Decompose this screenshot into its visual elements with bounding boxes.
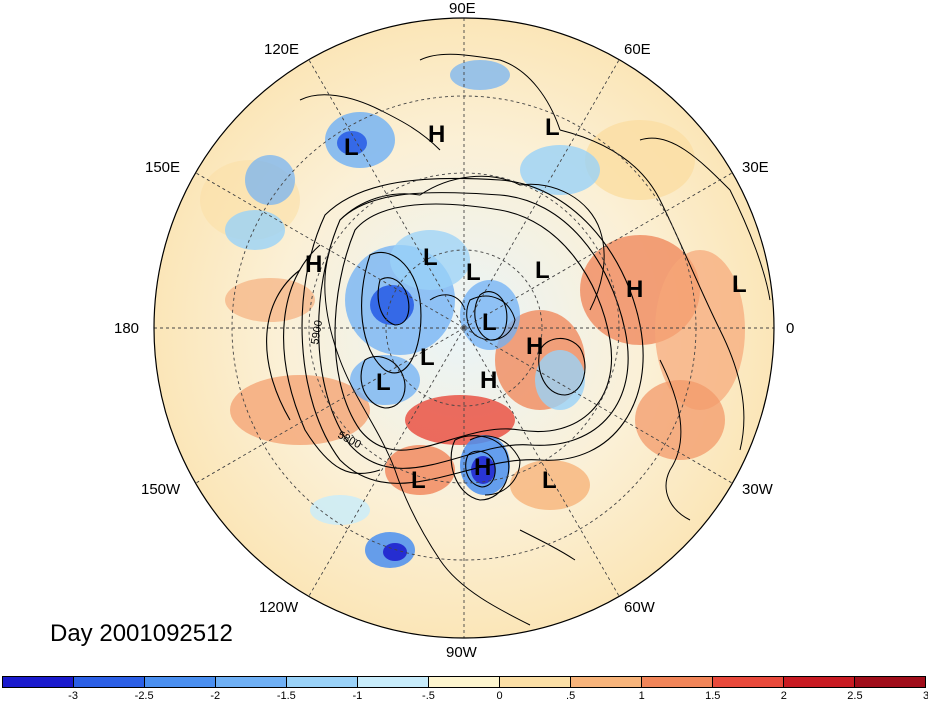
pressure-center-marker: L [466,259,481,286]
longitude-label-60e: 60E [624,41,651,58]
pressure-center-marker: H [474,454,491,481]
pressure-center-marker: L [732,271,747,298]
longitude-label-120e: 120E [264,41,300,58]
pressure-center-marker: H [526,333,543,360]
pressure-center-marker: L [411,467,426,494]
colorbar-tick-label: -2.5 [134,690,154,702]
colorbar-tick-label: -.5 [422,690,435,702]
longitude-label-30e: 30E [742,159,769,176]
colorbar-tick-label: 2.5 [847,690,863,702]
pressure-center-marker: L [376,369,391,396]
longitude-label-60w: 60W [624,599,655,616]
colorbar-tick-label: .5 [566,690,576,702]
colorbar-swatch [784,677,855,687]
colorbar-swatch [3,677,74,687]
colorbar-tick-label: 3 [922,690,928,702]
map-boundary [153,17,775,639]
pressure-center-marker: L [423,244,438,271]
colorbar-tick-label: -3 [68,690,78,702]
pressure-center-marker: L [545,114,560,141]
colorbar-swatch [287,677,358,687]
graticule [154,18,774,638]
pressure-center-marker: H [305,251,322,278]
colorbar-swatch [429,677,500,687]
colorbar-tick-label: 0 [496,690,503,702]
colorbar-swatch [500,677,571,687]
colorbar [2,676,926,688]
colorbar-swatch [713,677,784,687]
colorbar-swatch [855,677,925,687]
longitude-label-0: 0 [786,320,795,337]
colorbar-tick-label: 1.5 [705,690,721,702]
longitude-label-180: 180 [114,320,140,337]
date-title: Day 2001092512 [50,620,233,647]
colorbar-swatch [216,677,287,687]
pressure-center-marker: L [542,467,557,494]
colorbar-swatch [571,677,642,687]
height-contours [266,177,644,501]
longitude-label-150e: 150E [145,159,181,176]
pressure-center-marker: H [626,276,643,303]
pressure-center-marker: L [344,134,359,161]
colorbar-tick-label: 2 [780,690,787,702]
longitude-label-120w: 120W [259,599,299,616]
pressure-center-marker: L [482,309,497,336]
pressure-center-marker: H [428,121,445,148]
colorbar-swatch [74,677,145,687]
colorbar-swatch [642,677,713,687]
colorbar-swatch [145,677,216,687]
longitude-label-150w: 150W [141,481,181,498]
longitude-label-30w: 30W [742,481,773,498]
colorbar-swatch [358,677,429,687]
pressure-center-marker: L [420,344,435,371]
pressure-center-marker: H [480,367,497,394]
contour-label-5900: 5900 [309,319,325,345]
colorbar-tick-label: -2 [210,690,221,702]
colorbar-tick-label: 1 [638,690,645,702]
longitude-label-90e: 90E [449,0,476,17]
pressure-center-marker: L [535,257,550,284]
longitude-label-90w: 90W [446,644,477,661]
colorbar-tick-label: -1 [352,690,363,702]
colorbar-tick-label: -1.5 [276,690,296,702]
